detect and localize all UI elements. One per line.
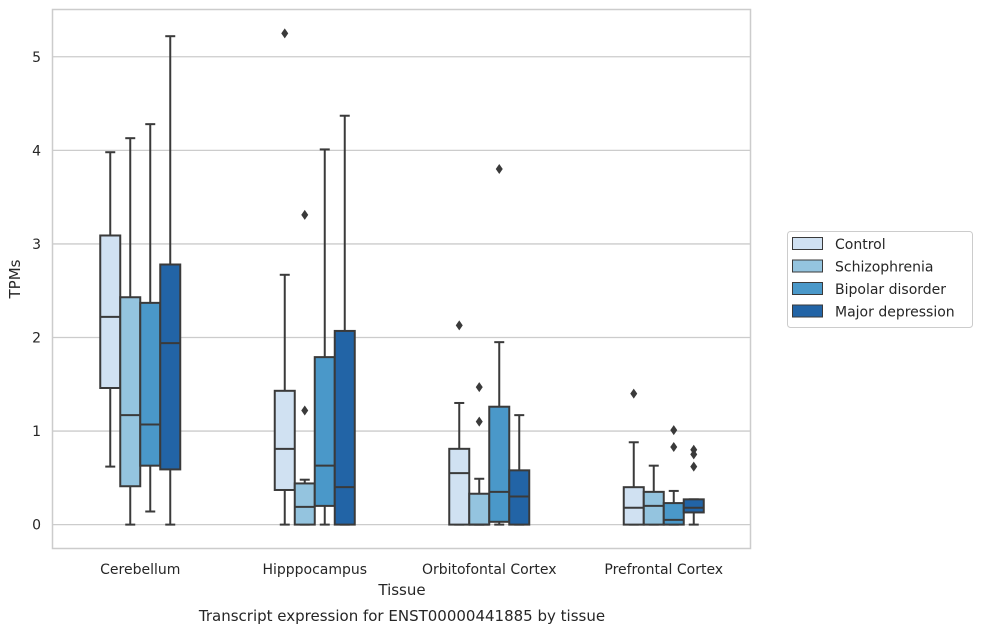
y-axis-label: TPMs <box>6 259 24 299</box>
outlier-point <box>495 164 503 175</box>
iqr-box <box>662 502 685 526</box>
iqr-box <box>622 486 645 526</box>
box-group <box>508 414 531 526</box>
x-axis-label: Tissue <box>377 581 425 599</box>
box-group <box>119 137 142 526</box>
box-group <box>139 123 162 513</box>
box-group <box>159 35 182 526</box>
iqr-box <box>139 301 162 467</box>
plot-frame <box>51 8 752 550</box>
box-group <box>273 28 296 526</box>
y-tick-labels: 0 1 2 3 4 5 <box>32 50 41 534</box>
outlier-point <box>690 444 698 455</box>
x-tick-label: Orbitofontal Cortex <box>422 562 557 578</box>
iqr-box <box>313 356 336 507</box>
legend: Control Schizophrenia Bipolar disorder Majo… <box>787 231 973 328</box>
iqr-box <box>99 234 122 390</box>
y-tick-label: 2 <box>32 330 41 346</box>
legend-frame <box>787 231 973 328</box>
iqr-box <box>488 405 511 523</box>
iqr-box <box>682 498 705 514</box>
x-tick-label: Prefrontal Cortex <box>604 562 723 578</box>
outlier-point <box>455 320 463 331</box>
y-tick-label: 3 <box>32 237 41 253</box>
y-tick-label: 0 <box>32 518 41 534</box>
x-tick-label: Hipppocampus <box>262 562 367 578</box>
outlier-point <box>690 461 698 472</box>
outlier-point <box>670 441 678 452</box>
legend-swatch <box>792 259 823 273</box>
legend-label: Schizophrenia <box>835 260 933 276</box>
box-group <box>99 151 122 468</box>
legend-swatch <box>792 304 823 318</box>
box-group <box>448 320 471 526</box>
outlier-point <box>301 405 309 416</box>
legend-swatch <box>792 237 823 250</box>
box-layer <box>99 28 705 526</box>
iqr-box <box>159 263 182 471</box>
iqr-box <box>448 447 471 526</box>
iqr-box <box>468 492 491 526</box>
y-tick-label: 5 <box>32 50 41 66</box>
box-group <box>468 382 491 526</box>
iqr-box <box>293 482 316 526</box>
iqr-box <box>119 296 142 488</box>
legend-label: Bipolar disorder <box>835 282 946 298</box>
x-tick-labels: Cerebellum Hipppocampus Orbitofontal Corte… <box>100 562 723 578</box>
box-group <box>682 444 705 526</box>
box-group <box>293 209 316 526</box>
iqr-box <box>642 490 665 526</box>
legend-swatch <box>792 282 823 295</box>
y-tick-label: 1 <box>32 424 41 440</box>
legend-label: Control <box>835 237 886 253</box>
outlier-point <box>475 416 483 427</box>
outlier-point <box>301 209 309 220</box>
box-group <box>662 425 685 526</box>
chart-caption: Transcript expression for ENST0000044188… <box>198 607 605 625</box>
iqr-box <box>273 389 296 491</box>
x-tick-label: Cerebellum <box>100 562 180 578</box>
box-group <box>642 464 665 526</box>
outlier-point <box>670 425 678 436</box>
legend-entries: Control Schizophrenia Bipolar disorder Majo… <box>792 237 955 321</box>
outlier-point <box>281 28 289 39</box>
box-group <box>622 388 645 526</box>
outlier-point <box>630 388 638 399</box>
iqr-box <box>333 329 356 526</box>
y-tick-label: 4 <box>32 143 41 159</box>
box-group <box>333 114 356 526</box>
legend-label: Major depression <box>835 305 955 321</box>
box-group <box>488 164 511 526</box>
outlier-point <box>475 382 483 393</box>
